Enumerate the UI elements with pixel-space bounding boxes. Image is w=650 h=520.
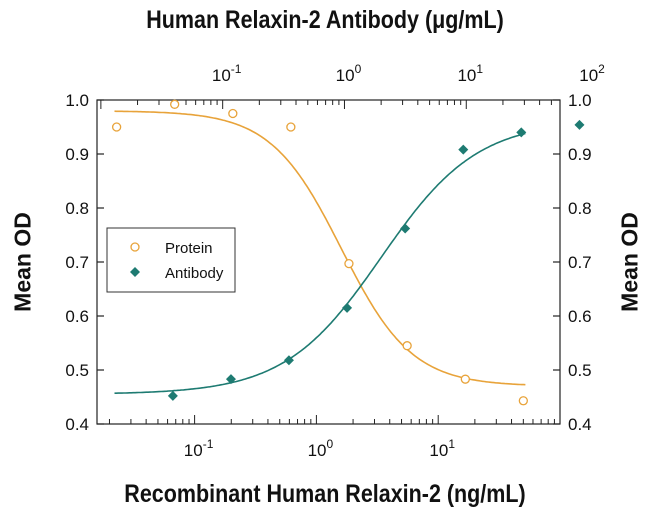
x-tick-label-top: 102 bbox=[579, 62, 605, 85]
protein-point bbox=[518, 396, 528, 406]
y-tick-label-left: 0.6 bbox=[65, 307, 89, 326]
x-axis-label: Recombinant Human Relaxin-2 (ng/mL) bbox=[124, 480, 526, 508]
y-tick-label-right: 0.6 bbox=[568, 307, 592, 326]
legend-box bbox=[106, 227, 236, 293]
antibody-point bbox=[574, 119, 585, 130]
legend-antibody-label: Antibody bbox=[165, 265, 224, 282]
y-tick-label-left: 1.0 bbox=[65, 91, 89, 110]
y-tick-label-right: 0.7 bbox=[568, 253, 592, 272]
chart-title: Human Relaxin-2 Antibody (μg/mL) bbox=[146, 6, 504, 34]
protein-point bbox=[402, 341, 412, 351]
y-tick-label-left: 0.9 bbox=[65, 145, 89, 164]
antibody-point bbox=[458, 144, 469, 155]
protein-point bbox=[111, 122, 122, 132]
y-tick-label-right: 0.9 bbox=[568, 145, 592, 164]
antibody-point bbox=[400, 223, 411, 234]
protein-point bbox=[170, 99, 180, 109]
protein-point bbox=[344, 258, 354, 269]
y-tick-label-right: 0.5 bbox=[568, 361, 592, 380]
legend-protein-label: Protein bbox=[165, 240, 213, 257]
antibody-point bbox=[167, 390, 178, 401]
x-tick-label-bottom: 10-1 bbox=[184, 437, 214, 460]
x-tick-label-bottom: 100 bbox=[308, 437, 334, 460]
x-tick-label-top: 100 bbox=[336, 62, 362, 85]
y-tick-label-right: 0.4 bbox=[568, 415, 592, 434]
legend-antibody-marker bbox=[130, 267, 140, 277]
x-tick-label-top: 10-1 bbox=[212, 62, 242, 85]
y-tick-label-left: 0.8 bbox=[65, 199, 89, 218]
protein-point bbox=[460, 374, 470, 384]
y-tick-label-left: 0.7 bbox=[65, 253, 89, 272]
antibody-point bbox=[342, 302, 353, 313]
y-tick-label-right: 0.8 bbox=[568, 199, 592, 218]
protein-point bbox=[228, 108, 238, 119]
antibody-point bbox=[516, 127, 527, 138]
antibody-point bbox=[283, 355, 294, 366]
y-tick-label-right: 1.0 bbox=[568, 91, 592, 110]
antibody-point bbox=[225, 374, 236, 385]
y-tick-label-left: 0.4 bbox=[65, 415, 89, 434]
protein-point bbox=[286, 122, 296, 132]
antibody-fit-curve bbox=[114, 132, 526, 394]
y-axis-label-left: Mean OD bbox=[9, 212, 36, 312]
y-axis-label-right: Mean OD bbox=[616, 212, 643, 312]
x-tick-label-bottom: 101 bbox=[429, 437, 455, 460]
legend-protein-marker bbox=[130, 242, 140, 252]
y-tick-label-left: 0.5 bbox=[65, 361, 89, 380]
x-tick-label-top: 101 bbox=[457, 62, 483, 85]
protein-fit-curve bbox=[114, 110, 526, 386]
